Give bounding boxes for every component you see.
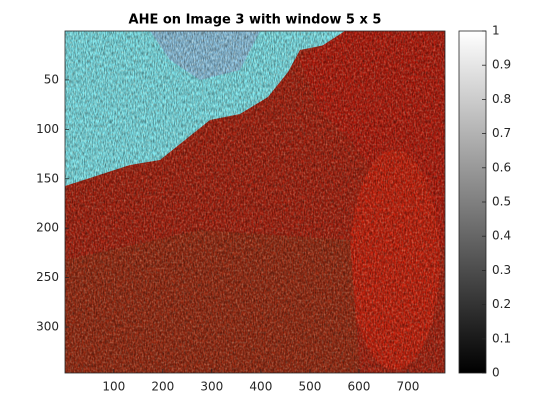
x-tick-label: 300 bbox=[200, 380, 223, 394]
chart-title: AHE on Image 3 with window 5 x 5 bbox=[129, 13, 382, 28]
y-tick-label: 300 bbox=[36, 320, 59, 334]
x-tick-label: 200 bbox=[151, 380, 174, 394]
x-tick-label: 700 bbox=[397, 380, 420, 394]
colorbar-tick-label: 0.2 bbox=[492, 297, 511, 311]
colorbar-tick-label: 0.3 bbox=[492, 263, 511, 277]
x-tick-label: 600 bbox=[347, 380, 370, 394]
colorbar-tick-label: 1 bbox=[492, 24, 500, 38]
colorbar-tick-label: 0.8 bbox=[492, 92, 511, 106]
colorbar-tick-label: 0.7 bbox=[492, 126, 511, 140]
y-tick-label: 150 bbox=[36, 171, 59, 185]
colorbar-tick-label: 0.6 bbox=[492, 160, 511, 174]
x-tick-label: 100 bbox=[102, 380, 125, 394]
y-tick-label: 250 bbox=[36, 270, 59, 284]
y-tick-label: 100 bbox=[36, 122, 59, 136]
axes-box bbox=[64, 30, 446, 374]
y-tick-label: 200 bbox=[36, 221, 59, 235]
colorbar-tick-label: 0.4 bbox=[492, 229, 511, 243]
x-tick-label: 400 bbox=[249, 380, 272, 394]
colorbar-tick-label: 0.9 bbox=[492, 58, 511, 72]
colorbar-tick-label: 0.1 bbox=[492, 331, 511, 345]
colorbar bbox=[458, 30, 487, 374]
y-tick-label: 50 bbox=[44, 72, 59, 86]
image bbox=[65, 31, 445, 373]
x-tick-label: 500 bbox=[298, 380, 321, 394]
colorbar-tick-label: 0.5 bbox=[492, 195, 511, 209]
colorbar-tick-label: 0 bbox=[492, 366, 500, 380]
